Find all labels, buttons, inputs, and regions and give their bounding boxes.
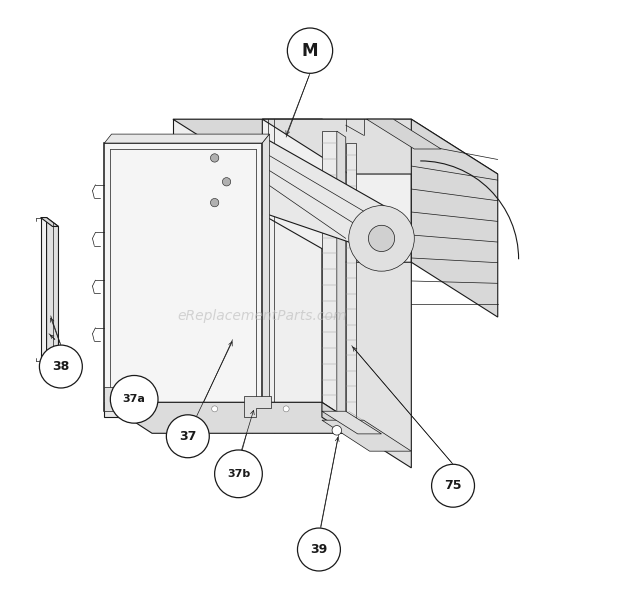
- Circle shape: [287, 28, 333, 73]
- Circle shape: [332, 426, 342, 435]
- Circle shape: [348, 206, 414, 271]
- Polygon shape: [104, 143, 262, 411]
- Polygon shape: [366, 119, 441, 149]
- Polygon shape: [40, 218, 46, 361]
- Circle shape: [210, 198, 219, 207]
- Text: 38: 38: [52, 360, 69, 373]
- Text: 39: 39: [311, 543, 327, 556]
- Text: 37: 37: [179, 430, 197, 443]
- Polygon shape: [322, 411, 381, 434]
- Polygon shape: [104, 402, 370, 433]
- Circle shape: [40, 345, 82, 388]
- Text: eReplacementParts.com: eReplacementParts.com: [177, 309, 347, 323]
- Circle shape: [368, 225, 395, 252]
- Polygon shape: [262, 134, 270, 411]
- Circle shape: [298, 528, 340, 571]
- Text: 37a: 37a: [123, 395, 146, 404]
- Polygon shape: [244, 396, 272, 417]
- Polygon shape: [322, 402, 370, 448]
- Text: 37b: 37b: [227, 469, 250, 479]
- Polygon shape: [322, 131, 337, 423]
- Polygon shape: [411, 119, 498, 317]
- Circle shape: [283, 406, 289, 412]
- Circle shape: [110, 375, 158, 423]
- Polygon shape: [268, 140, 399, 259]
- Polygon shape: [337, 131, 346, 429]
- Circle shape: [223, 178, 231, 186]
- Text: 75: 75: [445, 479, 462, 492]
- Polygon shape: [262, 119, 498, 174]
- Circle shape: [211, 406, 218, 412]
- Text: M: M: [302, 42, 318, 60]
- Polygon shape: [104, 402, 322, 417]
- Polygon shape: [262, 119, 411, 262]
- Polygon shape: [173, 119, 411, 176]
- Circle shape: [166, 415, 210, 458]
- Polygon shape: [346, 143, 356, 429]
- Polygon shape: [173, 119, 322, 411]
- Circle shape: [210, 154, 219, 162]
- Circle shape: [432, 464, 474, 507]
- Circle shape: [215, 450, 262, 498]
- Polygon shape: [104, 134, 270, 143]
- Polygon shape: [104, 387, 131, 411]
- Polygon shape: [40, 218, 58, 226]
- Circle shape: [140, 406, 146, 412]
- Polygon shape: [46, 218, 58, 370]
- Polygon shape: [322, 420, 411, 451]
- Polygon shape: [322, 119, 411, 468]
